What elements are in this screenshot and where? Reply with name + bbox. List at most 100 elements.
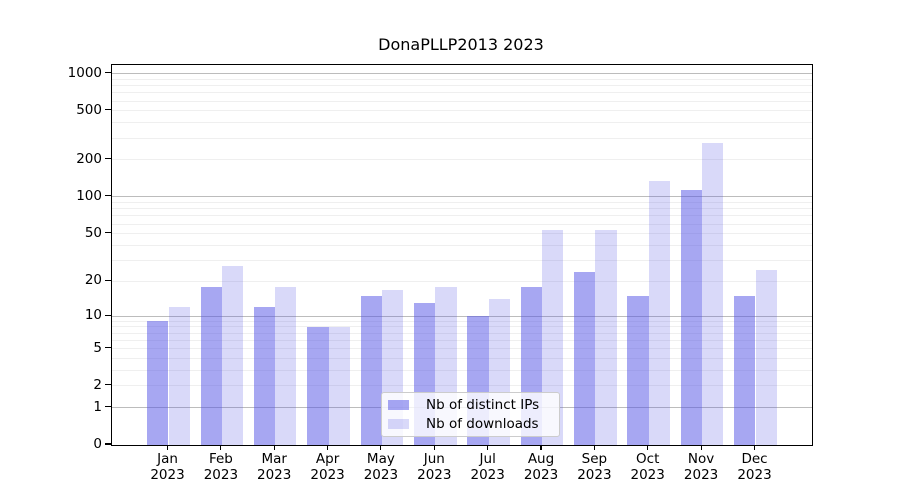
bar-downloads-aug — [542, 229, 564, 445]
y-tick-mark-20 — [105, 279, 111, 281]
x-tick-mark-aug — [540, 445, 542, 450]
x-tick-month: Apr — [315, 451, 340, 467]
x-tick-year: 2023 — [523, 467, 559, 483]
gridline-y-30 — [112, 259, 812, 261]
gridline-y-2 — [112, 385, 812, 387]
gridline-y-4 — [112, 358, 812, 359]
gridline-y-80 — [112, 208, 812, 210]
gridline-y-8 — [112, 326, 812, 328]
x-tick-label-jan: Jan 2023 — [133, 451, 203, 483]
gridline-y-60 — [112, 223, 812, 225]
x-tick-label-aug: Aug 2023 — [506, 451, 576, 483]
x-tick-month: Jun — [423, 451, 445, 467]
x-tick-month: Aug — [527, 451, 555, 467]
x-tick-year: 2023 — [683, 467, 719, 483]
y-tick-label-50: 50 — [84, 224, 102, 241]
bar-downloads-oct — [648, 180, 670, 445]
gridline-y-50 — [112, 233, 812, 235]
gridline-y-6 — [112, 339, 812, 341]
x-tick-month: Jul — [479, 451, 496, 467]
gridline-y-300 — [112, 137, 812, 139]
y-tick-label-200: 200 — [76, 150, 102, 167]
gridline-y-800 — [112, 85, 812, 86]
gridline-y-3 — [112, 370, 812, 371]
gridline-y-9 — [112, 320, 812, 322]
x-tick-mark-oct — [647, 445, 649, 450]
x-tick-month: Oct — [636, 451, 660, 467]
bar-downloads-feb — [221, 265, 244, 445]
bar-distinct-ips-sep — [574, 271, 596, 445]
bar-downloads-dec — [755, 269, 777, 445]
legend-label-distinct-ips: Nb of distinct IPs — [426, 397, 540, 414]
legend-item-downloads: Nb of downloads — [388, 415, 553, 433]
x-tick-year: 2023 — [203, 467, 239, 483]
x-tick-year: 2023 — [257, 467, 292, 483]
x-tick-month: Nov — [687, 451, 715, 467]
bar-distinct-ips-jan — [147, 321, 169, 445]
legend: Nb of distinct IPs Nb of downloads — [381, 392, 560, 437]
bar-downloads-sep — [595, 229, 617, 445]
x-tick-month: Sep — [581, 451, 608, 467]
x-tick-year: 2023 — [630, 467, 665, 483]
gridline-y-20 — [112, 280, 812, 282]
x-tick-year: 2023 — [417, 467, 452, 483]
x-tick-label-apr: Apr 2023 — [293, 451, 363, 483]
y-tick-mark-100 — [105, 195, 111, 197]
bar-downloads-jan — [168, 307, 190, 445]
x-tick-month: Feb — [208, 451, 233, 467]
x-tick-mark-dec — [753, 445, 756, 450]
y-tick-label-2: 2 — [93, 376, 102, 393]
x-tick-mark-feb — [220, 445, 222, 450]
bar-distinct-ips-apr — [307, 326, 329, 445]
bar-distinct-ips-nov — [680, 190, 703, 445]
y-tick-label-20: 20 — [84, 272, 102, 289]
x-tick-mark-nov — [700, 445, 702, 450]
y-tick-mark-1000 — [105, 71, 111, 74]
x-tick-mark-apr — [327, 445, 329, 450]
bar-distinct-ips-may — [360, 295, 382, 445]
x-tick-mark-may — [380, 445, 382, 450]
y-tick-label-10: 10 — [84, 307, 102, 324]
bar-distinct-ips-dec — [734, 295, 756, 445]
gridline-y-70 — [112, 215, 812, 217]
y-tick-mark-0 — [105, 443, 111, 445]
bar-distinct-ips-feb — [200, 286, 222, 445]
bar-downloads-apr — [328, 326, 350, 445]
x-tick-label-dec: Dec 2023 — [720, 451, 790, 483]
x-tick-mark-jun — [433, 445, 435, 450]
y-tick-label-100: 100 — [76, 187, 102, 204]
y-tick-label-1: 1 — [93, 398, 102, 415]
gridline-y-7 — [112, 332, 812, 334]
gridline-y-700 — [112, 92, 812, 94]
y-tick-mark-50 — [105, 232, 111, 234]
x-tick-mark-jan — [166, 445, 169, 450]
x-tick-label-jul: Jul 2023 — [453, 451, 523, 483]
gridline-y-90 — [112, 202, 812, 203]
plot-area: Nb of distinct IPs Nb of downloads — [111, 64, 813, 446]
y-tick-label-5: 5 — [93, 339, 102, 356]
legend-item-distinct-ips: Nb of distinct IPs — [388, 396, 553, 414]
x-tick-mark-mar — [273, 445, 275, 450]
gridline-y-500 — [112, 110, 812, 112]
x-tick-label-nov: Nov 2023 — [666, 451, 736, 483]
x-tick-year: 2023 — [577, 467, 612, 483]
bar-downloads-nov — [702, 142, 724, 445]
gridline-y-1000 — [112, 73, 812, 74]
legend-label-downloads: Nb of downloads — [426, 415, 539, 432]
y-tick-label-1000: 1000 — [67, 64, 102, 81]
bar-distinct-ips-mar — [253, 307, 276, 445]
x-tick-month: Mar — [261, 451, 287, 467]
y-tick-mark-2 — [105, 384, 111, 386]
gridline-y-10 — [112, 315, 812, 317]
x-tick-label-jun: Jun 2023 — [399, 451, 469, 483]
x-tick-mark-sep — [593, 445, 595, 450]
x-tick-year: 2023 — [150, 467, 185, 483]
legend-swatch-downloads — [388, 418, 409, 429]
gridline-y-5 — [112, 348, 812, 350]
bar-downloads-mar — [275, 286, 297, 445]
x-tick-month: Dec — [741, 451, 768, 467]
x-tick-label-may: May 2023 — [346, 451, 416, 483]
y-tick-mark-500 — [105, 109, 111, 111]
x-tick-year: 2023 — [310, 467, 345, 483]
